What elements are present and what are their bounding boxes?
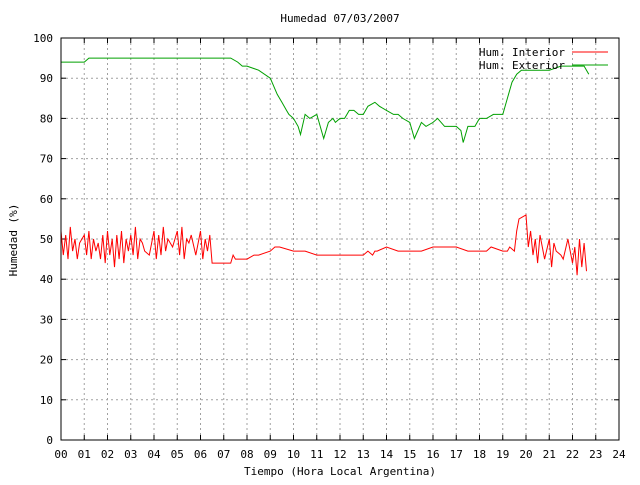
x-tick-label: 17 (450, 448, 463, 461)
legend-label: Hum. Exterior (479, 59, 565, 72)
x-tick-label: 22 (566, 448, 579, 461)
series-layer (60, 57, 590, 276)
series-line-interior (60, 214, 587, 276)
x-tick-label: 16 (426, 448, 439, 461)
x-tick-label: 08 (240, 448, 253, 461)
x-tick-label: 09 (264, 448, 277, 461)
y-tick-label: 20 (40, 354, 53, 367)
x-tick-label: 12 (333, 448, 346, 461)
series-line-exterior (61, 57, 590, 143)
y-tick-label: 40 (40, 273, 53, 286)
y-axis-label: Humedad (%) (7, 204, 20, 277)
legend-label: Hum. Interior (479, 46, 565, 59)
y-tick-label: 0 (46, 434, 53, 447)
y-tick-label: 90 (40, 72, 53, 85)
x-tick-label: 00 (54, 448, 67, 461)
y-tick-label: 50 (40, 233, 53, 246)
x-tick-label: 04 (147, 448, 161, 461)
y-tick-label: 10 (40, 394, 53, 407)
chart-title: Humedad 07/03/2007 (280, 12, 399, 25)
y-tick-label: 70 (40, 153, 53, 166)
x-tick-label: 03 (124, 448, 137, 461)
x-tick-label: 13 (357, 448, 370, 461)
x-tick-label: 21 (543, 448, 556, 461)
x-tick-label: 11 (310, 448, 323, 461)
x-tick-label: 06 (194, 448, 207, 461)
x-tick-label: 14 (380, 448, 394, 461)
x-tick-label: 01 (78, 448, 91, 461)
x-tick-label: 18 (473, 448, 486, 461)
x-tick-label: 24 (612, 448, 626, 461)
x-tick-label: 15 (403, 448, 416, 461)
x-tick-label: 07 (217, 448, 230, 461)
y-tick-label: 60 (40, 193, 53, 206)
x-tick-label: 19 (496, 448, 509, 461)
x-tick-label: 05 (171, 448, 184, 461)
x-axis-label: Tiempo (Hora Local Argentina) (244, 465, 436, 478)
y-tick-label: 80 (40, 112, 53, 125)
plot-frame (60, 37, 620, 441)
x-tick-label: 10 (287, 448, 300, 461)
ticks-layer: 00 01 02 03 04 05 06 07 08 09 10 11 12 13 14 15 16 17 18 19… (33, 32, 626, 461)
x-tick-label: 23 (589, 448, 602, 461)
x-tick-label: 02 (101, 448, 114, 461)
y-tick-label: 30 (40, 313, 53, 326)
x-tick-label: 20 (519, 448, 532, 461)
y-tick-label: 100 (33, 32, 53, 45)
grid-layer (61, 38, 619, 440)
